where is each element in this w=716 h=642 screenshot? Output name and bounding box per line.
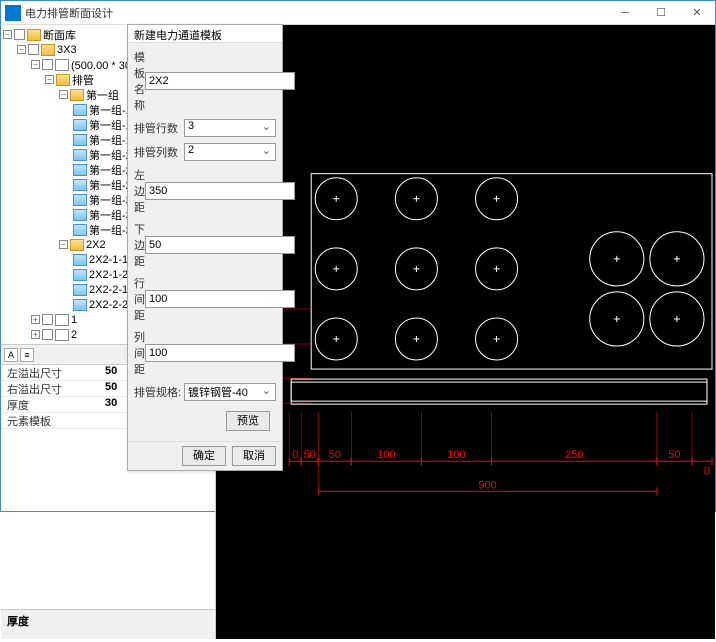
titlebar: 电力排管断面设计 ─ ☐ ✕ [1,1,715,25]
field-label: 列间距 [134,329,145,377]
cancel-button[interactable]: 取消 [232,446,276,466]
tree-g1[interactable]: 第一组 [86,87,119,103]
col-gap-input[interactable] [145,344,295,362]
tree-item[interactable]: 2X2-2-2 [89,299,128,311]
svg-text:100: 100 [447,449,465,461]
prop-description: 厚度 [1,609,215,639]
bottom-margin-input[interactable] [145,236,295,254]
cols-select[interactable]: 2 [184,143,276,161]
tree-item[interactable]: 2X2-1-2 [89,269,128,281]
tree-item[interactable]: 2X2-2-1 [89,284,128,296]
field-label: 左边距 [134,167,145,215]
svg-text:0: 0 [292,449,298,461]
template-name-input[interactable] [145,72,295,90]
maximize-button[interactable]: ☐ [643,1,679,25]
ok-button[interactable]: 确定 [182,446,226,466]
left-margin-input[interactable] [145,182,295,200]
field-label: 排管列数 [134,144,184,160]
row-gap-input[interactable] [145,290,295,308]
prop-name: 左溢出尺寸 [1,365,101,380]
svg-text:50: 50 [668,449,680,461]
preview-button[interactable]: 预览 [226,411,270,431]
field-label: 行间距 [134,275,145,323]
tree-item[interactable]: 1 [71,314,77,326]
prop-name: 元素模板 [1,413,101,428]
svg-text:50: 50 [304,449,316,461]
field-label: 模板名称 [134,49,145,113]
svg-text:0: 0 [704,465,710,477]
tree-root: 断面库 [43,27,76,43]
new-template-dialog: 新建电力通道模板 模板名称 排管行数3 排管列数2 左边距 下边距 行间距 列间… [127,24,283,471]
tree-grp[interactable]: 排管 [72,72,94,88]
tree-item[interactable]: 2X2-1-1 [89,254,128,266]
tree-item[interactable]: 2 [71,329,77,341]
tree-3x3[interactable]: 3X3 [57,44,77,56]
pg-cat-icon[interactable]: ≡ [20,348,34,362]
tree-2x2[interactable]: 2X2 [86,239,106,251]
field-label: 排管规格: [134,384,184,400]
field-label: 下边距 [134,221,145,269]
window-title: 电力排管断面设计 [25,5,607,21]
dialog-title: 新建电力通道模板 [128,25,282,43]
svg-text:250: 250 [565,449,583,461]
spec-select[interactable]: 镀锌钢管-40 [184,383,276,401]
minimize-button[interactable]: ─ [607,1,643,25]
svg-text:50: 50 [329,449,341,461]
prop-name: 厚度 [1,397,101,412]
drawing-canvas[interactable]: 05050100100250505001005030300 [216,25,715,639]
app-icon [5,5,21,21]
rows-select[interactable]: 3 [184,119,276,137]
svg-text:100: 100 [377,449,395,461]
field-label: 排管行数 [134,120,184,136]
close-button[interactable]: ✕ [679,1,715,25]
prop-name: 右溢出尺寸 [1,381,101,396]
pg-sort-icon[interactable]: A [4,348,18,362]
svg-text:500: 500 [478,479,496,491]
